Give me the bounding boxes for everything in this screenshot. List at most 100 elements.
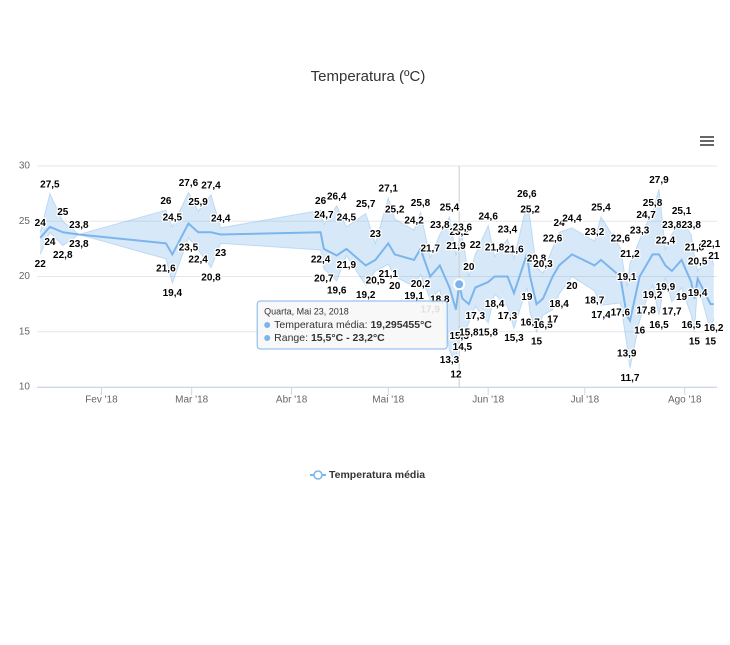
data-label-low: 16,7 xyxy=(520,318,540,329)
data-label-low: 20 xyxy=(389,281,401,292)
data-label-high: 25,7 xyxy=(356,199,376,210)
data-label-high: 24,2 xyxy=(404,216,424,227)
data-label-high: 25,2 xyxy=(385,205,405,216)
data-label-high: 22,6 xyxy=(543,233,563,244)
data-label-low: 24 xyxy=(44,237,56,248)
data-label-low: 19,6 xyxy=(327,286,347,297)
data-label-high: 22,4 xyxy=(656,236,676,247)
data-label-high: 27,5 xyxy=(40,179,60,190)
data-label-low: 17,4 xyxy=(591,310,611,321)
data-label-low: 15,5 xyxy=(449,331,469,342)
data-label-high: 25,4 xyxy=(440,202,460,213)
y-tick-label: 10 xyxy=(19,382,31,393)
tooltip-value: 15,5°C - 23,2°C xyxy=(311,332,385,344)
data-label-low: 19,1 xyxy=(404,291,424,302)
tooltip-bullet xyxy=(264,322,271,328)
data-label-low: 13,3 xyxy=(440,355,460,366)
data-label-low: 21,1 xyxy=(379,269,399,280)
menu-icon-line[interactable] xyxy=(700,136,714,138)
menu-button[interactable] xyxy=(696,131,718,151)
data-label-low: 23,8 xyxy=(69,239,89,250)
data-label-high: 20 xyxy=(463,262,475,273)
data-label-high: 21,8 xyxy=(685,242,705,253)
data-label-high: 27,9 xyxy=(649,175,669,186)
tooltip-value: 19,295455°C xyxy=(370,319,432,331)
data-label-high: 21,9 xyxy=(446,241,466,252)
data-label-low: 19,2 xyxy=(643,290,663,301)
data-label-high: 21,2 xyxy=(620,249,640,260)
x-tick-label: Jul '18 xyxy=(571,395,600,406)
data-label-high: 24,7 xyxy=(636,210,656,221)
data-label-low: 14,5 xyxy=(453,342,473,353)
data-label-low: 18,7 xyxy=(585,296,605,307)
data-label-high: 24 xyxy=(35,218,47,229)
data-label-low: 17,3 xyxy=(466,311,486,322)
data-label-high: 22 xyxy=(470,240,482,251)
data-label-low: 12 xyxy=(450,370,462,381)
data-label-low: 15 xyxy=(689,336,701,347)
data-label-high: 23,8 xyxy=(662,220,682,231)
data-label-low: 19,4 xyxy=(163,288,183,299)
data-label-high: 21 xyxy=(708,251,720,262)
tooltip-label: Range: xyxy=(274,332,311,344)
legend-item[interactable]: Temperatura média xyxy=(310,469,425,481)
data-label-low: 17,3 xyxy=(498,311,518,322)
data-label-high: 23,4 xyxy=(498,225,518,236)
data-label-low: 19,9 xyxy=(656,282,676,293)
data-label-low: 21,9 xyxy=(337,260,357,271)
data-label-high: 25 xyxy=(57,207,69,218)
menu-icon-line[interactable] xyxy=(700,140,714,142)
data-label-low: 17,7 xyxy=(662,307,682,318)
data-label-high: 24,7 xyxy=(314,210,334,221)
data-label-high: 23,2 xyxy=(449,227,469,238)
data-label-low: 20 xyxy=(566,281,578,292)
tooltip-line: Range: 15,5°C - 23,2°C xyxy=(274,332,385,344)
legend-symbol-marker xyxy=(313,470,323,480)
tooltip-line: Temperatura média: 19,295455°C xyxy=(274,319,432,331)
y-tick-label: 25 xyxy=(19,216,31,227)
data-label-low: 19 xyxy=(521,292,533,303)
data-label-high: 21,6 xyxy=(504,244,524,255)
data-label-high: 22,1 xyxy=(701,239,721,250)
data-label-high: 23 xyxy=(370,229,382,240)
data-label-high: 25,8 xyxy=(643,198,663,209)
data-label-high: 23,8 xyxy=(430,220,450,231)
data-label-low: 15,8 xyxy=(459,328,479,339)
x-tick-label: Jun '18 xyxy=(472,395,504,406)
data-label-high: 24,6 xyxy=(478,211,498,222)
data-label-high: 25,2 xyxy=(520,205,540,216)
chart-title: Temperatura (ºC) xyxy=(311,68,426,85)
data-label-high: 25,9 xyxy=(188,197,208,208)
data-label-high: 26,6 xyxy=(517,189,537,200)
y-tick-label: 20 xyxy=(19,271,31,282)
data-label-low: 17 xyxy=(547,314,559,325)
data-label-low: 22,4 xyxy=(311,255,331,266)
data-label-high: 25,1 xyxy=(672,206,692,217)
data-label-low: 19,2 xyxy=(356,290,376,301)
data-label-high: 21,8 xyxy=(485,242,505,253)
x-tick-label: Fev '18 xyxy=(85,395,118,406)
data-label-low: 22,4 xyxy=(188,255,208,266)
data-label-low: 18,4 xyxy=(549,299,569,310)
x-tick-label: Mar '18 xyxy=(175,395,208,406)
data-label-low: 16,5 xyxy=(681,320,701,331)
data-label-low: 20,8 xyxy=(201,272,221,283)
data-label-high: 20,3 xyxy=(533,259,553,270)
data-label-low: 16,2 xyxy=(704,323,724,334)
data-label-high: 23,8 xyxy=(681,220,701,231)
data-label-low: 21,6 xyxy=(156,263,176,274)
data-label-low: 16 xyxy=(634,325,646,336)
menu-icon-line[interactable] xyxy=(700,144,714,146)
range-area xyxy=(40,189,714,369)
legend-label: Temperatura média xyxy=(329,469,425,481)
data-label-low: 16,5 xyxy=(533,320,553,331)
data-label-low: 16,5 xyxy=(649,320,669,331)
data-label-low: 15,3 xyxy=(504,333,524,344)
data-label-low: 15 xyxy=(705,336,717,347)
data-label-low: 18,4 xyxy=(485,299,505,310)
data-label-high: 19,1 xyxy=(617,272,637,283)
data-label-low: 11,7 xyxy=(621,373,640,384)
data-label-high: 24,5 xyxy=(337,212,357,223)
data-label-low: 23,5 xyxy=(179,242,199,253)
data-label-low: 19,4 xyxy=(688,288,708,299)
